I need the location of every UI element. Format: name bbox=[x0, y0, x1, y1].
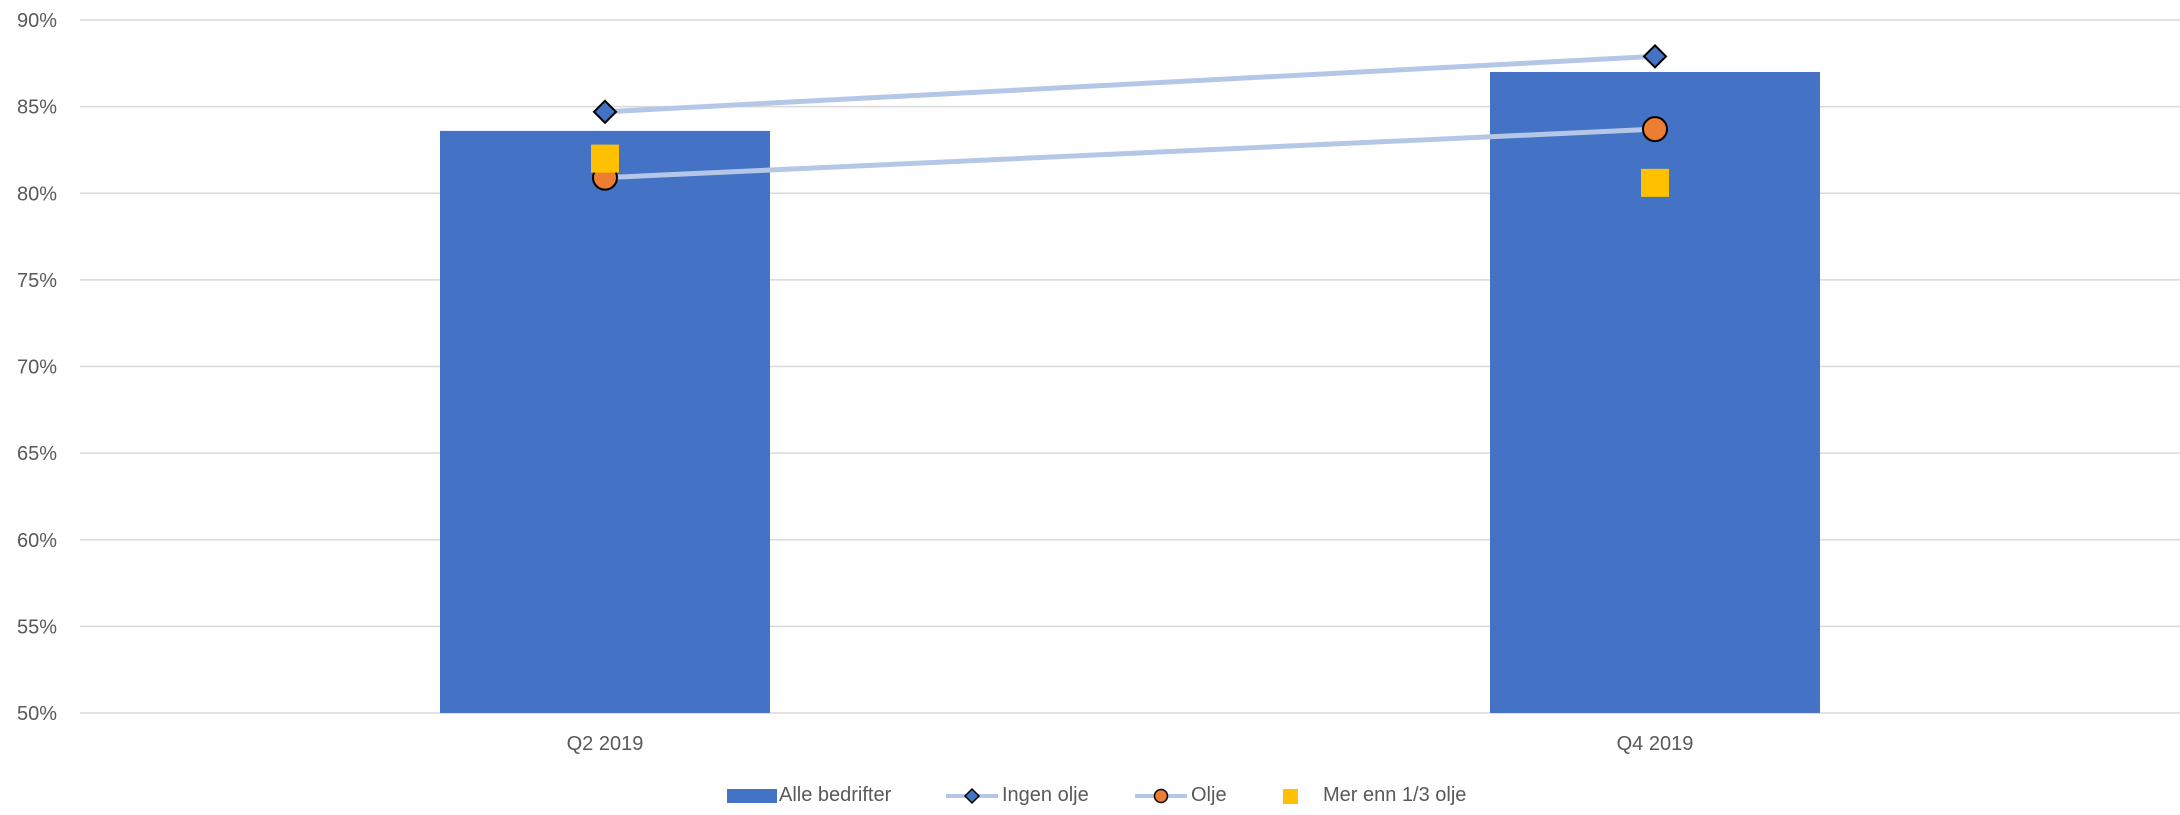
legend-swatch-square bbox=[1283, 789, 1298, 804]
x-axis-tick-labels: Q2 2019 Q4 2019 bbox=[567, 733, 1694, 755]
y-tick-label: 50% bbox=[17, 703, 57, 725]
marker-mer-enn-1-3-olje-q2-2019 bbox=[591, 144, 619, 173]
y-tick-label: 90% bbox=[17, 10, 57, 32]
legend-label-mer-enn-1-3-olje: Mer enn 1/3 olje bbox=[1323, 783, 1467, 806]
x-tick-label: Q4 2019 bbox=[1617, 733, 1694, 755]
y-tick-label: 55% bbox=[17, 616, 57, 638]
chart-plot: 50% 55% 60% 65% 70% 75% 80% 85% 90% Q2 2019 Q4 20… bbox=[17, 10, 2180, 755]
legend-label-alle-bedrifter: Alle bedrifter bbox=[779, 783, 892, 806]
y-tick-label: 60% bbox=[17, 530, 57, 552]
y-tick-label: 65% bbox=[17, 443, 57, 465]
legend-label-ingen-olje: Ingen olje bbox=[1002, 783, 1089, 806]
legend-swatch-diamond-line bbox=[946, 787, 998, 805]
series-markers bbox=[591, 43, 1669, 197]
legend-item-mer-enn-1-3-olje: Mer enn 1/3 olje bbox=[1283, 775, 1466, 815]
y-tick-label: 75% bbox=[17, 270, 57, 292]
y-tick-label: 70% bbox=[17, 357, 57, 379]
legend-item-alle-bedrifter: Alle bedrifter bbox=[727, 775, 891, 815]
y-tick-label: 80% bbox=[17, 183, 57, 205]
bar-series-alle-bedrifter bbox=[440, 71, 1820, 714]
y-tick-label: 85% bbox=[17, 97, 57, 119]
gridlines bbox=[80, 19, 2180, 714]
bar-q2-2019 bbox=[440, 130, 770, 713]
x-tick-label: Q2 2019 bbox=[567, 733, 644, 755]
marker-ingen-olje-q4-2019 bbox=[1642, 43, 1668, 69]
y-axis-tick-labels: 50% 55% 60% 65% 70% 75% 80% 85% 90% bbox=[17, 10, 57, 725]
marker-olje-q4-2019 bbox=[1642, 116, 1668, 143]
marker-ingen-olje-q2-2019 bbox=[592, 99, 618, 125]
bar-q4-2019 bbox=[1490, 71, 1820, 714]
legend-swatch-circle-line bbox=[1135, 788, 1187, 804]
legend-label-olje: Olje bbox=[1191, 783, 1227, 806]
line-ingen-olje bbox=[602, 53, 1658, 115]
legend-item-olje: Olje bbox=[1133, 775, 1227, 815]
line-olje bbox=[602, 126, 1658, 181]
legend: Alle bedrifter Ingen olje Olje Mer enn 1… bbox=[0, 775, 2180, 815]
line-series bbox=[602, 53, 1658, 181]
marker-mer-enn-1-3-olje-q4-2019 bbox=[1641, 168, 1669, 197]
legend-item-ingen-olje: Ingen olje bbox=[944, 775, 1089, 815]
legend-swatch-bar bbox=[727, 789, 777, 803]
